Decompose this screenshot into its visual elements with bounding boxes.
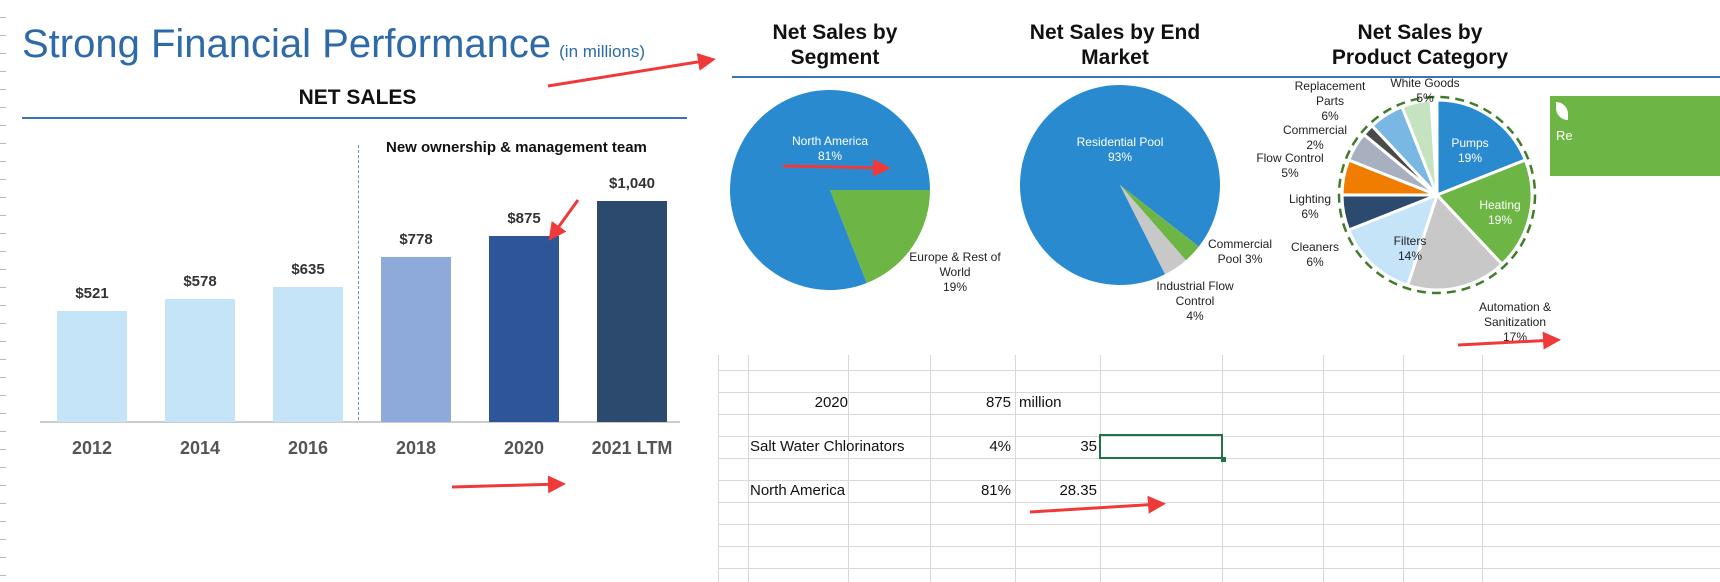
x-tick-label: 2020 bbox=[503, 438, 545, 458]
bar-2018 bbox=[381, 256, 451, 422]
pie-slice-automation-sanitization bbox=[1405, 192, 1505, 292]
grid-column-line bbox=[1323, 355, 1324, 582]
label-replacement-parts: Replacement Parts 6% bbox=[1294, 79, 1366, 123]
section-heading: NET SALES bbox=[298, 86, 417, 109]
grid-column-line bbox=[930, 355, 931, 582]
bar-value-label: $778 bbox=[399, 230, 433, 248]
grid-row-line bbox=[718, 414, 1720, 415]
pies-divider bbox=[732, 76, 1720, 78]
grid-column-line bbox=[848, 355, 849, 582]
pie-title-segment: Net Sales by Segment bbox=[772, 21, 898, 69]
label-europe: Europe & Rest of World 19% bbox=[909, 250, 1001, 294]
x-tick-label: 2016 bbox=[287, 438, 329, 458]
bar-value-label: $875 bbox=[507, 210, 541, 228]
net-sales-slide: Strong Financial Performance (in millions… bbox=[0, 0, 715, 582]
ownership-annotation: New ownership & management team bbox=[386, 139, 647, 156]
pie-slice-europe-rest-of-world bbox=[830, 190, 930, 283]
label-cleaners: Cleaners 6% bbox=[1290, 240, 1340, 269]
grid-row-line bbox=[718, 524, 1720, 525]
cell-north-america-value[interactable]: 28.35 bbox=[1059, 482, 1097, 499]
grid-row-line bbox=[718, 546, 1720, 547]
pie-slice-commercial-pool bbox=[1120, 185, 1199, 261]
cell-north-america-pct[interactable]: 81% bbox=[980, 482, 1011, 499]
leaf-icon bbox=[1556, 102, 1568, 120]
spreadsheet-grid[interactable] bbox=[718, 355, 1720, 582]
side-badge: Re bbox=[1550, 96, 1720, 176]
bar-2021 LTM bbox=[597, 201, 667, 422]
bar-2012 bbox=[57, 311, 127, 422]
grid-row-line bbox=[718, 502, 1720, 503]
label-filters: Filters 14% bbox=[1393, 234, 1427, 263]
label-commercial-pool: Commercial Pool 3% bbox=[1207, 237, 1272, 266]
label-residential-pool: Residential Pool 93% bbox=[1076, 135, 1164, 164]
pie-title-end-market: Net Sales by End Market bbox=[1029, 21, 1201, 69]
grid-column-line bbox=[718, 355, 719, 582]
label-automation: Automation & Sanitization 17% bbox=[1478, 300, 1552, 344]
cell-salt-water-pct[interactable]: 4% bbox=[989, 438, 1011, 455]
pie-slice-heating bbox=[1434, 158, 1534, 267]
bar-value-label: $635 bbox=[291, 261, 325, 279]
grid-column-line bbox=[1222, 355, 1223, 582]
bar-chart: $521 2012 $578 2014 $635 2016 $778 2018 $875 2020… bbox=[0, 0, 715, 582]
grid-column-line bbox=[1482, 355, 1483, 582]
bar-2020 bbox=[489, 236, 559, 422]
cell-north-america-label[interactable]: North America bbox=[750, 482, 846, 499]
grid-column-line bbox=[1403, 355, 1404, 582]
x-axis-line bbox=[40, 421, 680, 423]
label-commercial: Commercial 2% bbox=[1282, 123, 1347, 152]
pie-slice-white-goods bbox=[1400, 98, 1439, 196]
cell-net-sales-value[interactable]: 875 bbox=[985, 394, 1011, 411]
pie-slice-filters bbox=[1346, 192, 1440, 288]
ownership-divider bbox=[358, 145, 359, 420]
label-industrial-flow: Industrial Flow Control 4% bbox=[1156, 279, 1234, 323]
x-tick-label: 2014 bbox=[179, 438, 221, 458]
pie-slice-residential-pool bbox=[1019, 84, 1220, 286]
grid-row-line bbox=[718, 436, 1720, 437]
label-heating: Heating 19% bbox=[1479, 198, 1521, 227]
bar-value-label: $578 bbox=[183, 273, 217, 291]
pie-title-product: Net Sales by Product Category bbox=[1331, 21, 1509, 69]
cell-salt-water-value[interactable]: 35 bbox=[1080, 438, 1097, 455]
x-tick-label: 2021 LTM bbox=[591, 438, 673, 458]
grid-row-line bbox=[718, 392, 1720, 393]
grid-row-line bbox=[718, 370, 1720, 371]
cell-year[interactable]: 2020 bbox=[814, 394, 848, 411]
grid-row-line bbox=[718, 480, 1720, 481]
cell-salt-water-label[interactable]: Salt Water Chlorinators bbox=[750, 438, 905, 455]
grid-column-line bbox=[1100, 355, 1101, 582]
bar-value-label: $521 bbox=[75, 285, 109, 303]
x-tick-label: 2012 bbox=[71, 438, 113, 458]
ruler-ticks bbox=[0, 0, 6, 582]
grid-row-line bbox=[718, 568, 1720, 569]
label-flow-control: Flow Control 5% bbox=[1256, 151, 1324, 180]
pie-slice-north-america bbox=[730, 89, 930, 290]
bar-value-label: $1,040 bbox=[609, 175, 655, 192]
pool-segment-outline bbox=[1337, 95, 1537, 295]
selected-cell[interactable] bbox=[1099, 434, 1226, 462]
cell-unit[interactable]: million bbox=[1019, 394, 1062, 411]
label-white-goods: White Goods 5% bbox=[1390, 76, 1460, 105]
pie-slice-industrial-flow-control bbox=[1120, 185, 1186, 275]
bar-2016 bbox=[273, 287, 343, 422]
label-north-america: North America 81% bbox=[791, 134, 869, 163]
x-tick-label: 2018 bbox=[395, 438, 437, 458]
pie-slice-pumps bbox=[1435, 98, 1528, 198]
side-badge-text: Re bbox=[1556, 128, 1573, 143]
grid-column-line bbox=[748, 355, 749, 582]
heading-divider bbox=[22, 117, 687, 119]
grid-column-line bbox=[1015, 355, 1016, 582]
bar-2014 bbox=[165, 299, 235, 422]
fill-handle[interactable] bbox=[1221, 457, 1226, 462]
label-lighting: Lighting 6% bbox=[1288, 192, 1332, 221]
label-pumps: Pumps 19% bbox=[1451, 136, 1489, 165]
slide-title: Strong Financial Performance (in millions… bbox=[22, 22, 646, 66]
